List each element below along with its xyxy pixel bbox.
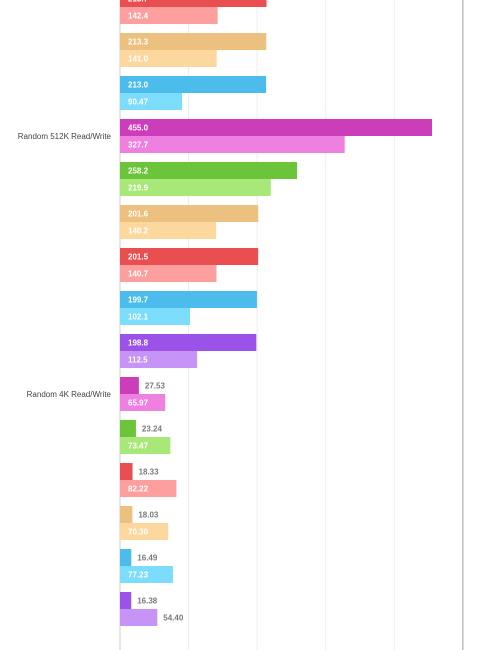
read-bar: [120, 420, 136, 437]
read-bar: [120, 506, 133, 523]
read-bar-value-label: 198.8: [128, 339, 149, 348]
write-bar: [120, 93, 183, 110]
read-bar-value-label: 258.2: [128, 167, 149, 176]
write-bar-value-label: 102.1: [128, 313, 149, 322]
write-bar-value-label: 141.0: [128, 55, 149, 64]
write-bar: [120, 394, 166, 411]
write-bar-value-label: 77.23: [128, 571, 149, 580]
read-bar: [120, 248, 259, 265]
write-bar-value-label: 70.30: [128, 528, 149, 537]
read-bar-value-label: 213.3: [128, 38, 149, 47]
read-bar-value-label: 16.38: [137, 597, 158, 606]
group-label: Random 4K Read/Write: [27, 390, 112, 399]
read-bar-value-label: 201.5: [128, 253, 149, 262]
read-bar: [120, 119, 432, 136]
read-bar-value-label: 201.6: [128, 210, 149, 219]
write-bar: [120, 308, 191, 325]
write-bar: [120, 566, 173, 583]
read-bar-value-label: 18.33: [139, 468, 160, 477]
read-bar-value-label: 23.24: [142, 425, 163, 434]
write-bar: [120, 265, 217, 282]
read-bar-value-label: 16.49: [137, 554, 158, 563]
write-bar-value-label: 73.47: [128, 442, 149, 451]
grid-lines: [119, 0, 464, 650]
write-bar: [120, 480, 177, 497]
read-bar: [120, 334, 257, 351]
read-bar: [120, 377, 139, 394]
read-bar-value-label: 18.03: [138, 511, 159, 520]
read-bar-value-label: 27.53: [145, 382, 166, 391]
write-bar: [120, 523, 169, 540]
bars: [120, 0, 432, 626]
read-bar-value-label: 455.0: [128, 124, 149, 133]
write-bar: [120, 7, 218, 24]
write-bar: [120, 136, 345, 153]
write-bar-value-label: 90.47: [128, 98, 149, 107]
write-bar-value-label: 140.7: [128, 270, 149, 279]
labels: 213.7 142.4 213.3 141.0 213.0 90.47 455.0 327.7…: [18, 0, 184, 623]
write-bar-value-label: 54.40: [163, 614, 184, 623]
write-bar: [120, 609, 158, 626]
write-bar: [120, 222, 217, 239]
write-bar-value-label: 142.4: [128, 12, 149, 21]
group-label: Random 512K Read/Write: [18, 132, 112, 141]
read-bar-value-label: 213.0: [128, 81, 149, 90]
write-bar: [120, 437, 171, 454]
write-bar: [120, 351, 198, 368]
read-bar: [120, 0, 267, 7]
write-bar-value-label: 140.2: [128, 227, 149, 236]
read-bar-value-label: 213.7: [128, 0, 149, 4]
write-bar-value-label: 65.97: [128, 399, 149, 408]
write-bar-value-label: 82.22: [128, 485, 149, 494]
read-bar: [120, 549, 132, 566]
read-bar-value-label: 199.7: [128, 296, 149, 305]
write-bar: [120, 179, 271, 196]
read-bar: [120, 592, 132, 609]
read-bar: [120, 463, 133, 480]
read-bar: [120, 205, 259, 222]
read-bar: [120, 33, 267, 50]
read-bar: [120, 76, 267, 93]
read-bar: [120, 162, 298, 179]
write-bar: [120, 50, 217, 67]
read-bar: [120, 291, 257, 308]
write-bar-value-label: 219.9: [128, 184, 149, 193]
write-bar-value-label: 327.7: [128, 141, 149, 150]
write-bar-value-label: 112.5: [128, 356, 148, 365]
